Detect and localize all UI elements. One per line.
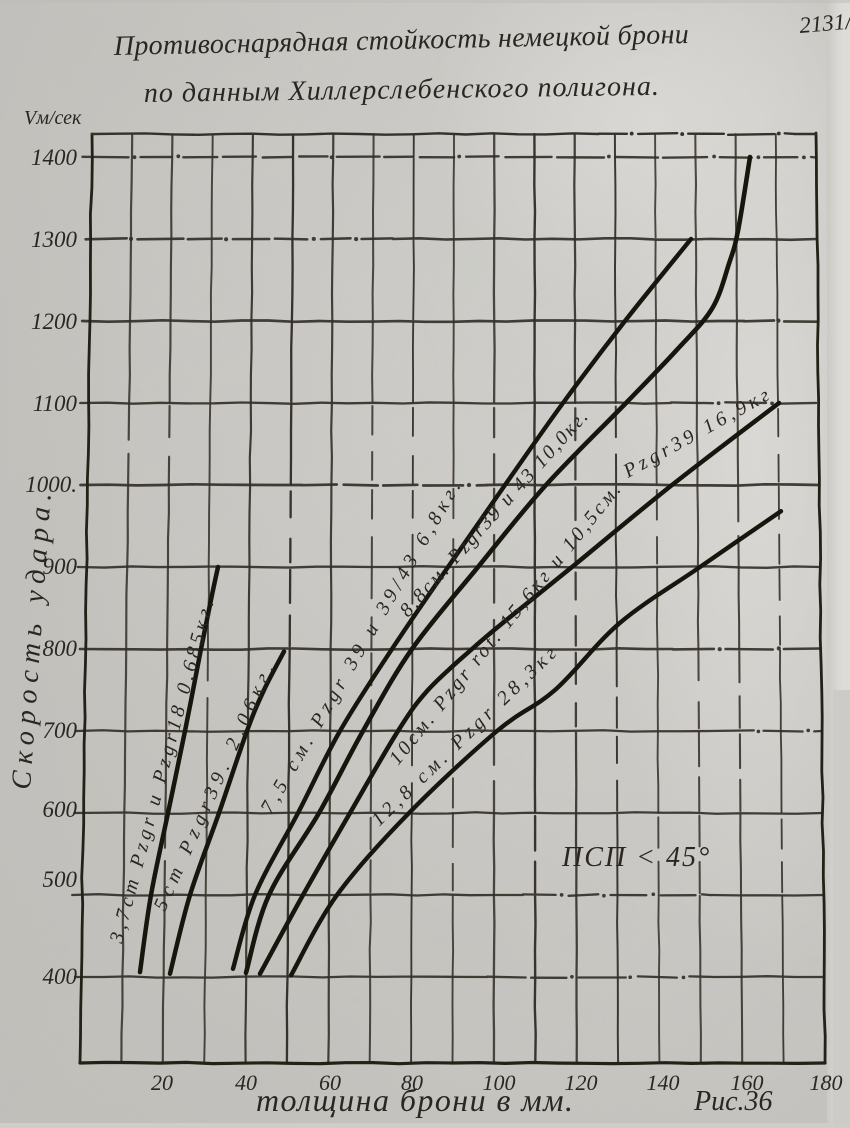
svg-text:1400: 1400 bbox=[31, 145, 78, 170]
svg-text:по данным Хиллерслебенского по: по данным Хиллерслебенского полигона. bbox=[144, 71, 660, 109]
svg-text:160: 160 bbox=[731, 1070, 764, 1095]
svg-text:500: 500 bbox=[43, 867, 78, 892]
svg-text:40: 40 bbox=[235, 1070, 257, 1095]
svg-text:120: 120 bbox=[565, 1070, 598, 1095]
svg-text:180: 180 bbox=[810, 1070, 843, 1095]
svg-text:толщина брони в мм.: толщина брони в мм. bbox=[256, 1082, 574, 1118]
svg-text:700: 700 bbox=[43, 718, 78, 743]
svg-text:1300: 1300 bbox=[31, 227, 78, 252]
svg-text:140: 140 bbox=[647, 1070, 680, 1095]
svg-text:20: 20 bbox=[151, 1070, 173, 1095]
svg-text:60: 60 bbox=[319, 1070, 341, 1095]
svg-text:1100: 1100 bbox=[33, 391, 78, 416]
svg-text:400: 400 bbox=[43, 964, 78, 989]
svg-text:ПСП < 45°: ПСП < 45° bbox=[561, 842, 711, 873]
svg-text:Vм/сек: Vм/сек bbox=[24, 107, 82, 129]
svg-text:800: 800 bbox=[43, 636, 78, 661]
svg-text:100: 100 bbox=[483, 1070, 516, 1095]
svg-text:900: 900 bbox=[43, 554, 78, 579]
svg-text:80: 80 bbox=[401, 1070, 423, 1095]
svg-text:2131/.: 2131/. bbox=[798, 8, 850, 38]
svg-text:1200: 1200 bbox=[31, 309, 78, 334]
svg-text:Рис.36: Рис.36 bbox=[693, 1086, 773, 1117]
svg-text:1000.: 1000. bbox=[25, 472, 77, 497]
svg-text:600: 600 bbox=[43, 797, 78, 822]
